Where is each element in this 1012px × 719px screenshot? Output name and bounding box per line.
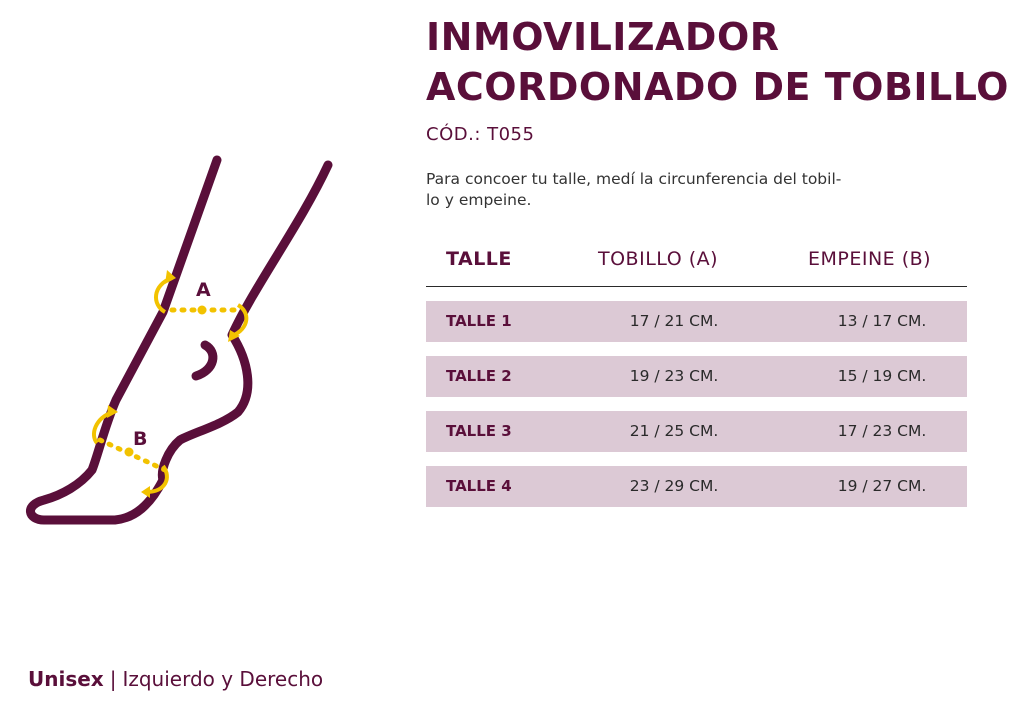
size-instructions-line-2: lo y empeine. [426, 191, 532, 209]
header-ankle: TOBILLO (A) [598, 248, 719, 270]
footer-unisex: Unisex [28, 667, 104, 691]
row-size: TALLE 3 [446, 422, 512, 440]
table-row: TALLE 1 17 / 21 CM. 13 / 17 CM. [426, 301, 967, 342]
row-ankle: 21 / 25 CM. [629, 422, 719, 440]
product-title-line-1: INMOVILIZADOR [426, 15, 780, 59]
footer-separator: | [109, 667, 117, 691]
foot-outline [26, 155, 333, 525]
footer-note: Unisex | Izquierdo y Derecho [28, 667, 323, 691]
table-row: TALLE 2 19 / 23 CM. 15 / 19 CM. [426, 356, 967, 397]
size-instructions-line-1: Para concoer tu talle, medí la circunfer… [426, 170, 842, 188]
row-instep: 17 / 23 CM. [837, 422, 927, 440]
size-instructions: Para concoer tu talle, medí la circunfer… [426, 169, 946, 211]
foot-measurement-diagram: A B [26, 155, 333, 525]
size-table: TALLE TOBILLO (A) EMPEINE (B) TALLE 1 17… [426, 238, 967, 507]
row-ankle: 23 / 29 CM. [629, 477, 719, 495]
table-row: TALLE 4 23 / 29 CM. 19 / 27 CM. [426, 466, 967, 507]
footer-sides: Izquierdo y Derecho [122, 667, 324, 691]
row-ankle: 19 / 23 CM. [629, 367, 719, 385]
row-size: TALLE 2 [446, 367, 512, 385]
table-row: TALLE 3 21 / 25 CM. 17 / 23 CM. [426, 411, 967, 452]
row-ankle: 17 / 21 CM. [629, 312, 719, 330]
row-instep: 15 / 19 CM. [837, 367, 927, 385]
measure-b-label: B [133, 428, 147, 450]
measure-b-marker [92, 405, 169, 498]
row-instep: 19 / 27 CM. [837, 477, 927, 495]
header-instep: EMPEINE (B) [808, 248, 932, 270]
measure-a-label: A [196, 279, 211, 301]
row-instep: 13 / 17 CM. [837, 312, 927, 330]
ankle-bone-mark [191, 340, 218, 381]
header-size: TALLE [446, 248, 512, 270]
product-code: CÓD.: T055 [426, 124, 535, 145]
row-size: TALLE 1 [446, 312, 512, 330]
row-size: TALLE 4 [446, 477, 512, 495]
product-title-line-2: ACORDONADO DE TOBILLO [426, 65, 1009, 109]
size-table-header: TALLE TOBILLO (A) EMPEINE (B) [426, 238, 967, 287]
measure-a-marker [154, 270, 249, 342]
product-title: INMOVILIZADOR ACORDONADO DE TOBILLO [426, 12, 1009, 112]
